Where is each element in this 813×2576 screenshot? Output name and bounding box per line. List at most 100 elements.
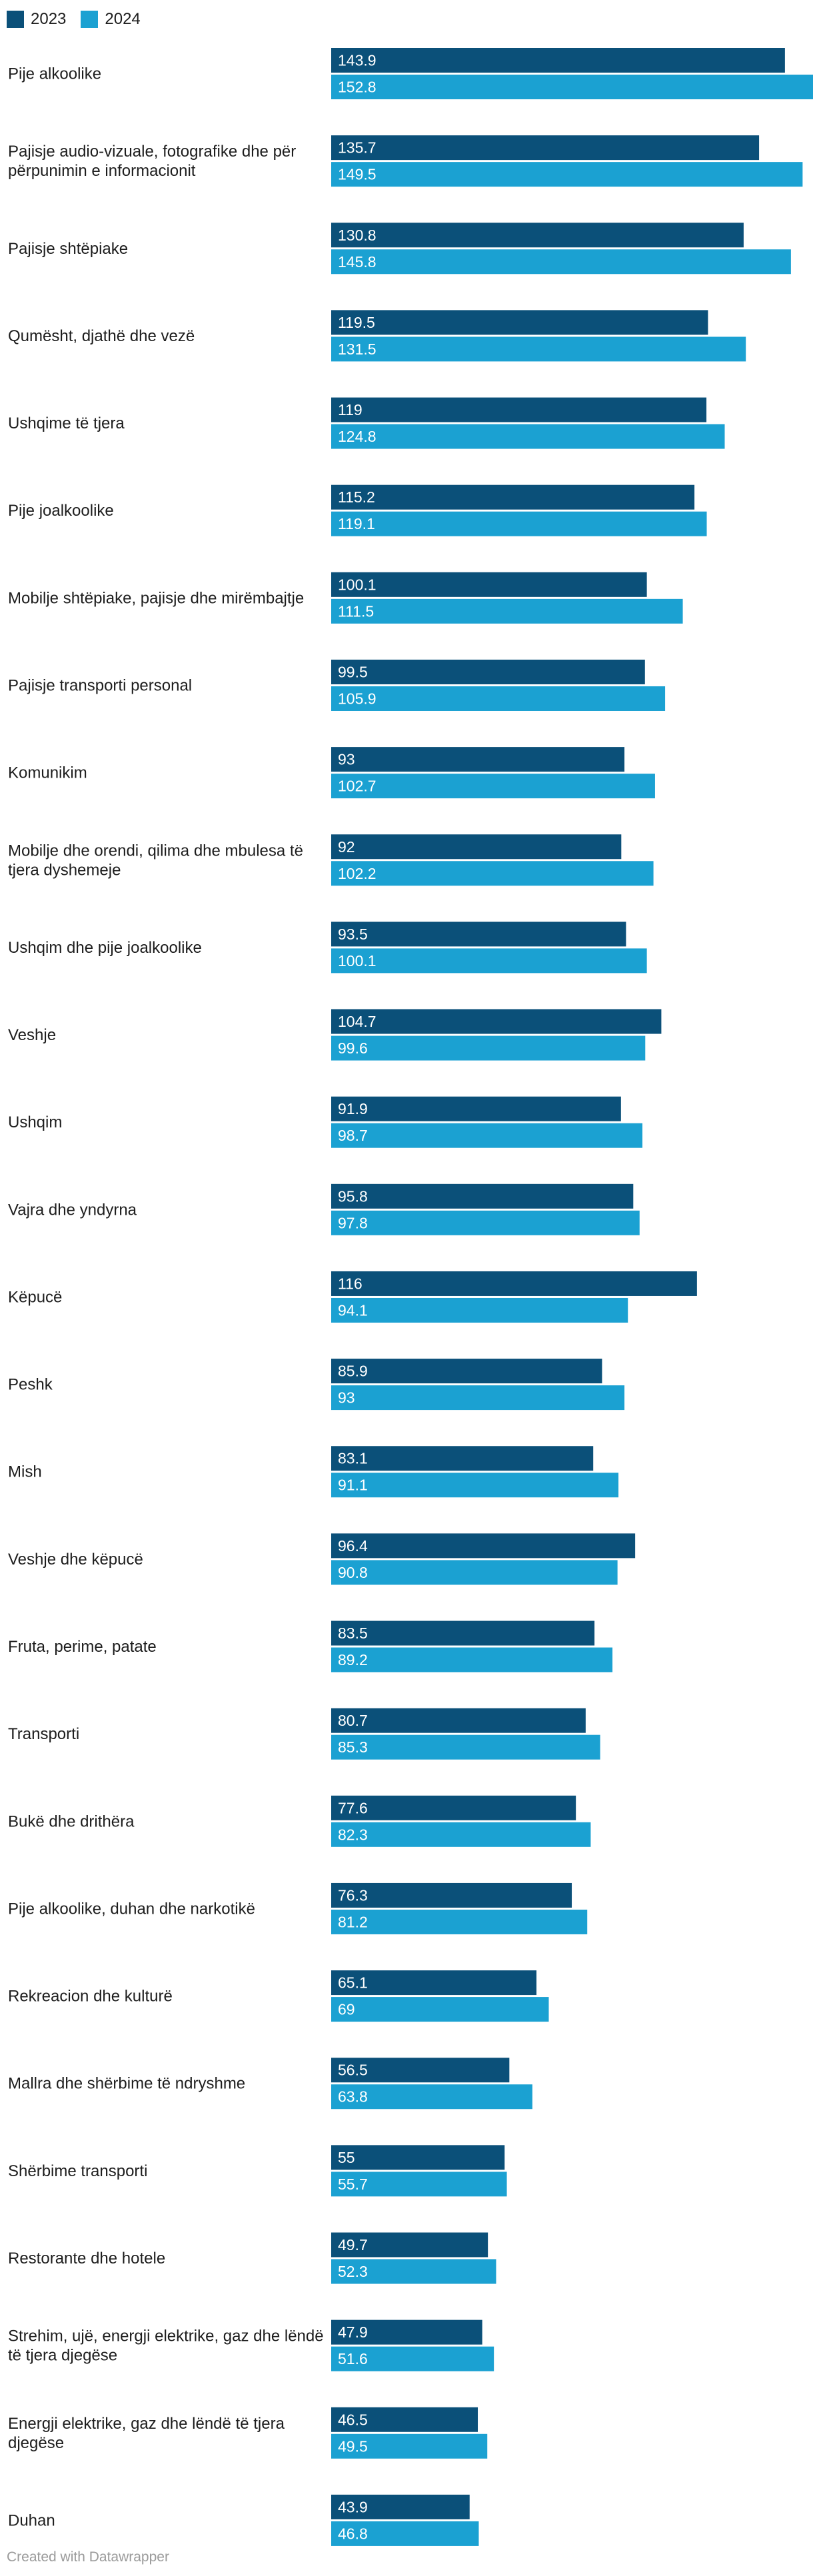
category-label: Veshje [8,1026,56,1044]
category-group: Ushqime të tjera 119 124.8 [8,397,725,449]
category-label-line: përpunimin e informacionit [8,162,196,180]
category-label: Ushqime të tjera [8,414,125,432]
category-label-line: Veshje [8,1026,56,1044]
category-label-line: Shërbime transporti [8,2162,147,2180]
value-label-2024: 145.8 [338,253,377,271]
value-label-2024: 111.5 [338,602,374,620]
category-label: Restorante dhe hotele [8,2250,165,2267]
value-label-2023: 96.4 [338,1537,368,1555]
category-label: Ushqim [8,1113,62,1131]
bar-2023 [331,1271,697,1296]
value-label-2023: 46.5 [338,2411,368,2428]
category-group: Ushqim 91.9 98.7 [8,1096,643,1148]
bar-2023 [331,310,708,335]
bar-2024 [331,1297,628,1323]
category-label-line: të tjera djegëse [8,2347,117,2365]
value-label-2024: 149.5 [338,166,377,183]
value-label-2023: 77.6 [338,1799,368,1816]
bar-2023 [331,1183,634,1209]
value-label-2024: 46.8 [338,2525,368,2542]
bar-2023 [331,1795,576,1820]
category-label-line: Pije alkoolike [8,65,101,83]
bar-2024 [331,1734,600,1760]
bar-2024 [331,424,725,449]
value-label-2023: 104.7 [338,1013,377,1030]
value-label-2023: 119 [338,401,363,418]
value-label-2023: 100.1 [338,576,377,593]
value-label-2024: 102.7 [338,778,377,795]
bar-2024 [331,2172,507,2197]
value-label-2024: 91.1 [338,1477,368,1494]
category-group: Veshje dhe këpucë 96.4 90.8 [8,1533,636,1585]
category-label: Energji elektrike, gaz dhe lëndë të tjer… [8,2415,285,2452]
value-label-2023: 83.5 [338,1624,368,1642]
value-label-2024: 152.8 [338,79,377,96]
bar-2024 [331,1560,618,1585]
value-label-2024: 99.6 [338,1039,368,1057]
bar-2023 [331,1970,537,1996]
category-label: Mish [8,1463,42,1481]
bar-2024 [331,1909,588,1934]
value-label-2023: 116 [338,1275,363,1292]
value-label-2024: 69 [338,2001,355,2018]
value-label-2024: 105.9 [338,690,377,707]
value-label-2023: 80.7 [338,1712,368,1729]
value-label-2024: 51.6 [338,2350,368,2367]
legend-item-2024: 2024 [81,10,141,29]
legend-label-2024: 2024 [105,10,141,28]
bar-2023 [331,223,744,248]
bar-2023 [331,1708,586,1733]
value-label-2023: 92 [338,838,355,856]
bar-2023 [331,572,647,597]
value-label-2023: 91.9 [338,1100,368,1117]
category-label-line: Vajra dhe yndyrna [8,1201,137,1219]
category-group: Ushqim dhe pije joalkoolike 93.5 100.1 [8,922,647,973]
category-group: Këpucë 116 94.1 [8,1271,697,1323]
value-label-2024: 55.7 [338,2176,368,2193]
bar-2023 [331,2319,482,2345]
value-label-2023: 99.5 [338,663,368,680]
category-label-line: Transporti [8,1725,79,1743]
bar-2023 [331,2145,505,2170]
value-label-2024: 89.2 [338,1651,368,1668]
category-label-line: Peshk [8,1376,53,1394]
category-label: Bukë dhe drithëra [8,1812,135,1830]
bar-2023 [331,2058,510,2083]
value-label-2023: 115.2 [338,488,375,506]
category-label-line: tjera dyshemeje [8,861,121,879]
bar-2023 [331,1620,595,1646]
value-label-2024: 90.8 [338,1564,368,1581]
category-group: Mallra dhe shërbime të ndryshme 56.5 63.8 [8,2058,532,2110]
category-label-line: Ushqim [8,1113,62,1131]
value-label-2023: 135.7 [338,139,377,157]
bar-2023 [331,484,695,510]
bar-2023 [331,2407,478,2432]
bar-2023 [331,135,760,161]
category-group: Bukë dhe drithëra 77.6 82.3 [8,1795,591,1847]
category-label: Pije alkoolike [8,65,101,83]
bar-2023 [331,1009,662,1034]
bar-2023 [331,1533,636,1559]
value-label-2024: 52.3 [338,2263,368,2280]
bar-2024 [331,1123,643,1148]
category-label: Strehim, ujë, energji elektrike, gaz dhe… [8,2327,324,2365]
category-group: Pije alkoolike 143.9 152.8 [8,48,813,99]
bar-2024 [331,162,803,187]
category-label-line: Restorante dhe hotele [8,2250,165,2267]
category-group: Vajra dhe yndyrna 95.8 97.8 [8,1183,640,1235]
value-label-2023: 55 [338,2149,355,2166]
bar-2024 [331,1647,613,1672]
category-label-line: Pajisje transporti personal [8,676,192,694]
bar-2024 [331,249,791,275]
bar-2024 [331,774,655,799]
category-label-line: Pije alkoolike, duhan dhe narkotikë [8,1900,255,1918]
category-group: Peshk 85.9 93 [8,1359,625,1411]
legend-swatch-2024 [81,11,99,28]
bar-2023 [331,2232,488,2257]
category-label-line: Pajisje audio-vizuale, fotografike dhe p… [8,143,296,161]
bar-2024 [331,1473,619,1498]
category-group: Energji elektrike, gaz dhe lëndë të tjer… [8,2407,488,2459]
bar-2023 [331,1096,621,1121]
value-label-2024: 119.1 [338,515,375,532]
category-label: Shërbime transporti [8,2162,147,2180]
